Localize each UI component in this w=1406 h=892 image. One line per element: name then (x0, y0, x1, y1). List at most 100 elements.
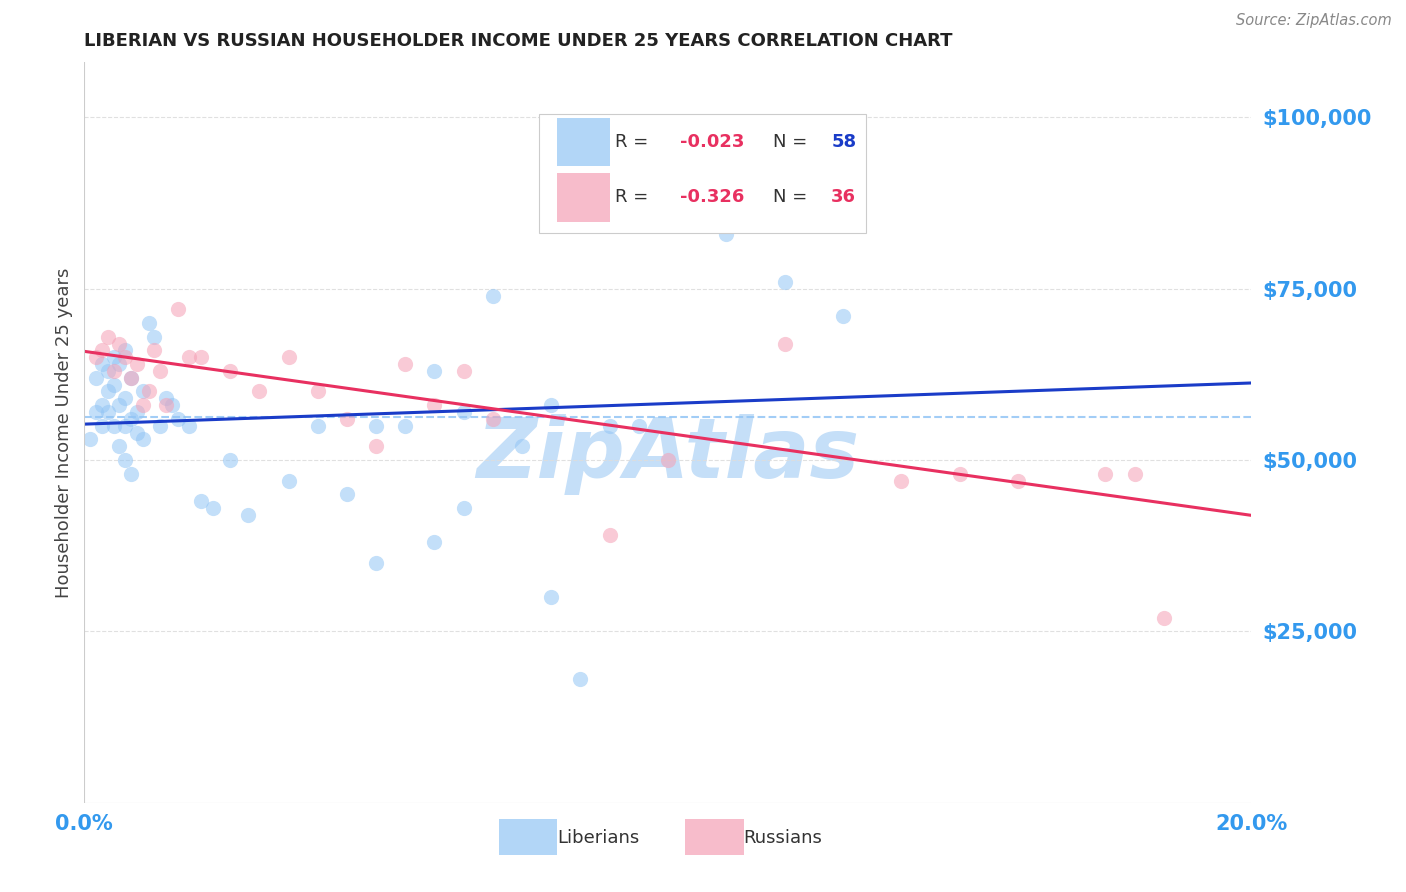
Point (160, 398, 183, 412)
Point (149, 364, 172, 378)
Point (569, 673, 592, 687)
FancyBboxPatch shape (499, 819, 557, 855)
Point (482, 412, 505, 426)
Point (108, 357, 131, 371)
Point (366, 418, 388, 433)
Text: N =: N = (773, 133, 813, 151)
Point (179, 418, 201, 433)
Point (540, 590, 562, 604)
Point (599, 528, 621, 542)
Point (510, 439, 533, 453)
Point (179, 350, 201, 364)
Point (627, 418, 650, 433)
Point (84, 405, 107, 419)
Text: R =: R = (616, 188, 654, 206)
Point (336, 412, 359, 426)
Point (219, 364, 242, 378)
Point (394, 357, 416, 371)
Point (453, 364, 475, 378)
Point (97, 364, 120, 378)
Point (90, 418, 112, 433)
Point (120, 467, 142, 481)
Point (453, 501, 475, 516)
Point (832, 309, 855, 323)
Point (120, 371, 142, 385)
Point (155, 398, 177, 412)
Point (84, 371, 107, 385)
Point (366, 439, 388, 453)
Point (307, 418, 329, 433)
Point (307, 384, 329, 399)
Point (540, 213, 562, 227)
Point (138, 316, 160, 330)
Point (657, 165, 679, 179)
Point (201, 501, 224, 516)
Point (132, 433, 155, 447)
Text: 58: 58 (831, 133, 856, 151)
Point (277, 350, 299, 364)
Point (657, 453, 679, 467)
FancyBboxPatch shape (540, 114, 866, 233)
Point (97, 329, 120, 343)
FancyBboxPatch shape (557, 118, 610, 166)
Point (453, 405, 475, 419)
Point (97, 384, 120, 399)
Point (773, 336, 796, 351)
Point (120, 371, 142, 385)
Point (90, 343, 112, 358)
Point (540, 398, 562, 412)
Point (423, 398, 446, 412)
Point (108, 398, 131, 412)
Point (103, 364, 125, 378)
Point (949, 467, 972, 481)
Point (599, 418, 621, 433)
Text: Liberians: Liberians (557, 829, 640, 847)
Point (125, 405, 148, 419)
Point (166, 412, 188, 426)
Point (166, 302, 188, 317)
Point (120, 412, 142, 426)
Point (1094, 467, 1116, 481)
Point (149, 418, 172, 433)
Point (114, 453, 136, 467)
Point (336, 487, 359, 501)
Point (1153, 610, 1175, 624)
Point (103, 350, 125, 364)
FancyBboxPatch shape (557, 173, 610, 221)
Point (1123, 467, 1146, 481)
Point (138, 384, 160, 399)
Text: 36: 36 (831, 188, 856, 206)
Text: LIBERIAN VS RUSSIAN HOUSEHOLDER INCOME UNDER 25 YEARS CORRELATION CHART: LIBERIAN VS RUSSIAN HOUSEHOLDER INCOME U… (84, 32, 953, 50)
Point (190, 350, 212, 364)
Point (90, 357, 112, 371)
Point (125, 425, 148, 440)
Point (423, 364, 446, 378)
Y-axis label: Householder Income Under 25 years: Householder Income Under 25 years (55, 268, 73, 598)
FancyBboxPatch shape (685, 819, 744, 855)
Text: Russians: Russians (744, 829, 823, 847)
Point (249, 384, 271, 399)
Point (155, 392, 177, 406)
Point (890, 474, 912, 488)
Point (84, 350, 107, 364)
Point (79, 433, 101, 447)
Point (423, 535, 446, 549)
Point (190, 494, 212, 508)
Text: N =: N = (773, 188, 813, 206)
Point (482, 288, 505, 302)
Point (394, 418, 416, 433)
Point (366, 556, 388, 570)
Point (103, 377, 125, 392)
Point (114, 392, 136, 406)
Point (108, 336, 131, 351)
Text: -0.326: -0.326 (679, 188, 744, 206)
Point (90, 398, 112, 412)
Text: ZipAtlas: ZipAtlas (477, 414, 859, 495)
Point (277, 474, 299, 488)
Point (132, 398, 155, 412)
Point (143, 329, 166, 343)
Point (97, 405, 120, 419)
Point (103, 418, 125, 433)
Text: R =: R = (616, 133, 654, 151)
Point (114, 350, 136, 364)
